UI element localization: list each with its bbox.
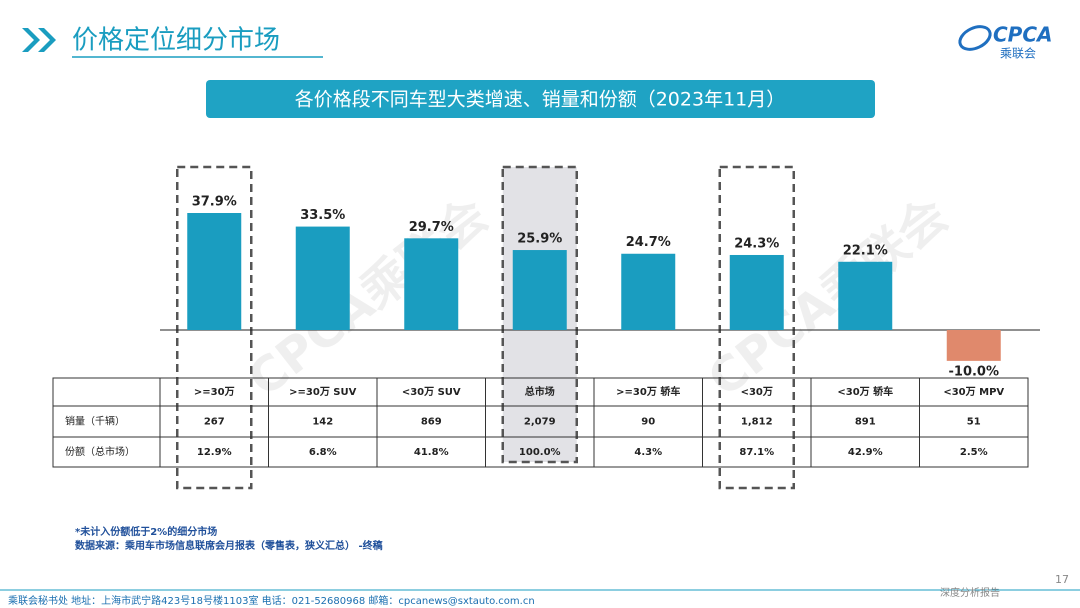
logo-swoosh [958, 25, 992, 51]
column-header: <30万 [741, 386, 773, 398]
value-label: -10.0% [949, 364, 1000, 379]
value-label: 29.7% [409, 220, 454, 235]
footer-text: 乘联会秘书处 地址：上海市武宁路423号18号楼1103室 电话：021-526… [8, 594, 535, 607]
bar [187, 213, 242, 330]
table-cell: 869 [421, 417, 442, 428]
column-header: <30万 SUV [402, 386, 461, 398]
table-border [52, 377, 1029, 468]
bar [838, 261, 893, 330]
row-label: 销量（千辆） [65, 415, 125, 428]
value-label: 24.7% [626, 235, 671, 250]
logo-text: CPCA [993, 23, 1053, 47]
column-header: <30万 轿车 [837, 385, 893, 398]
table-cell: 41.8% [414, 447, 449, 458]
value-label: 25.9% [517, 232, 562, 247]
table-cell: 100.0% [519, 447, 561, 458]
table-cell: 87.1% [739, 447, 774, 458]
chart-title-box [206, 80, 875, 118]
column-header: >=30万 SUV [289, 386, 356, 398]
bar [295, 226, 350, 330]
report-label: 深度分析报告 [940, 586, 1000, 599]
table-cell: 12.9% [197, 447, 232, 458]
table-cell: 1,812 [741, 417, 773, 428]
table-cell: 2,079 [524, 417, 556, 428]
highlight-box [176, 165, 253, 490]
header-title: 价格定位细分市场 [72, 26, 280, 56]
note: *未计入份额低于2%的细分市场 [75, 525, 217, 538]
table-cell: 90 [641, 417, 655, 428]
table-cell: 51 [967, 417, 981, 428]
value-label: 37.9% [192, 195, 237, 210]
note: 数据来源：乘用车市场信息联席会月报表（零售表，狭义汇总） -终稿 [75, 539, 383, 552]
value-label: 22.1% [843, 243, 888, 258]
column-header: 总市场 [525, 385, 555, 398]
page-number: 17 [1055, 573, 1069, 586]
column-header: >=30万 轿车 [616, 385, 680, 398]
chart-title: 各价格段不同车型大类增速、销量和份额（2023年11月） [295, 89, 786, 111]
highlight-box [718, 165, 795, 490]
row-label: 份额（总市场） [65, 445, 135, 458]
bar [946, 330, 1001, 361]
table-cell: 42.9% [848, 447, 883, 458]
header-icon [22, 28, 56, 52]
plot: 37.9% 33.5% 29.7% 25.9% 24.7% 24.3% 22.1% -10.0… [160, 195, 1040, 379]
logo-subtitle: 乘联会 [1000, 47, 1036, 61]
bar [404, 238, 459, 330]
table: >=30万 >=30万 SUV <30万 SUV 总市场 >=30万 轿车 <30万 <30… [52, 377, 1029, 468]
table-cell: 6.8% [309, 447, 337, 458]
table-cell: 142 [312, 417, 333, 428]
table-cell: 4.3% [634, 447, 662, 458]
table-cell: 2.5% [960, 447, 988, 458]
column-header: <30万 MPV [943, 386, 1004, 398]
column-header: >=30万 [194, 386, 235, 398]
bar [512, 250, 567, 330]
table-cell: 891 [855, 417, 876, 428]
bar [729, 254, 784, 330]
table-cell: 267 [204, 417, 225, 428]
bar [621, 253, 676, 330]
value-label: 24.3% [734, 236, 779, 251]
value-label: 33.5% [300, 208, 345, 223]
